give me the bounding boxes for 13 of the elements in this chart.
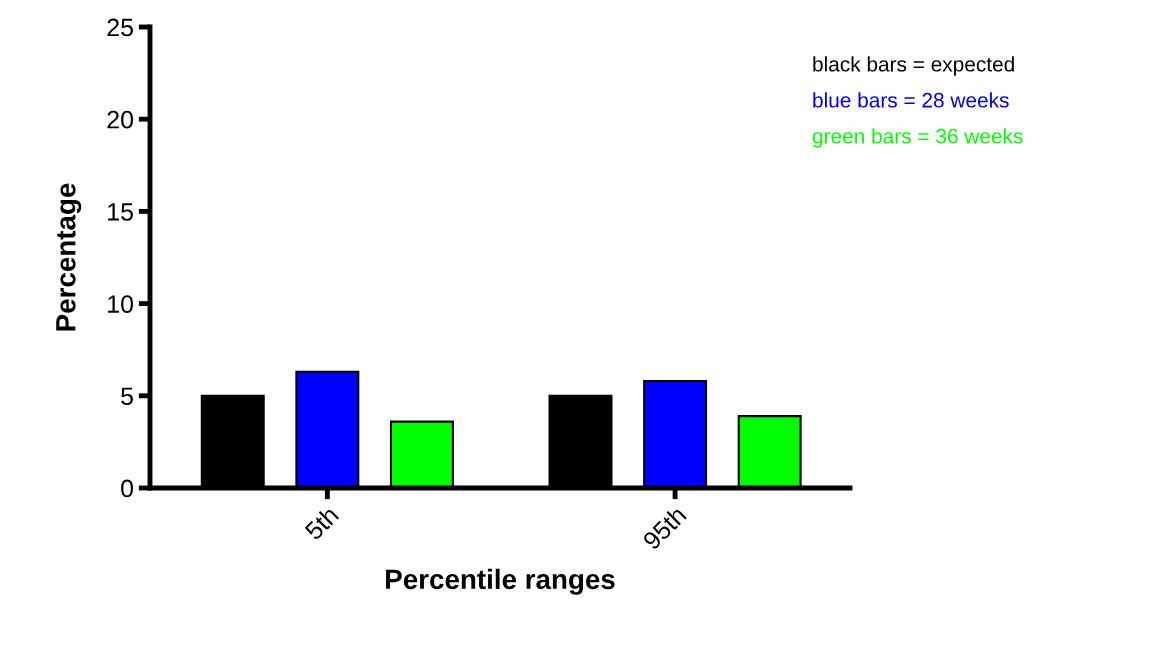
annotation: black bars = expected xyxy=(813,56,1014,76)
y-tick-label: 20 xyxy=(107,110,134,129)
y-tick-label: 0 xyxy=(121,479,134,498)
x-axis-title: Percentile ranges xyxy=(386,568,615,595)
y-tick-label: 5 xyxy=(121,387,133,406)
y-tick-label: 25 xyxy=(107,18,133,37)
y-tick-label: 15 xyxy=(108,203,133,221)
annotation: green bars = 36 weeks xyxy=(812,128,1023,148)
x-tick-label: 5th xyxy=(303,505,340,541)
y-tick-label: 10 xyxy=(108,295,134,313)
annotation: blue bars = 28 weeks xyxy=(813,92,1009,108)
x-tick-label: 95th xyxy=(641,505,687,551)
y-axis-title: Percentage xyxy=(56,183,82,331)
